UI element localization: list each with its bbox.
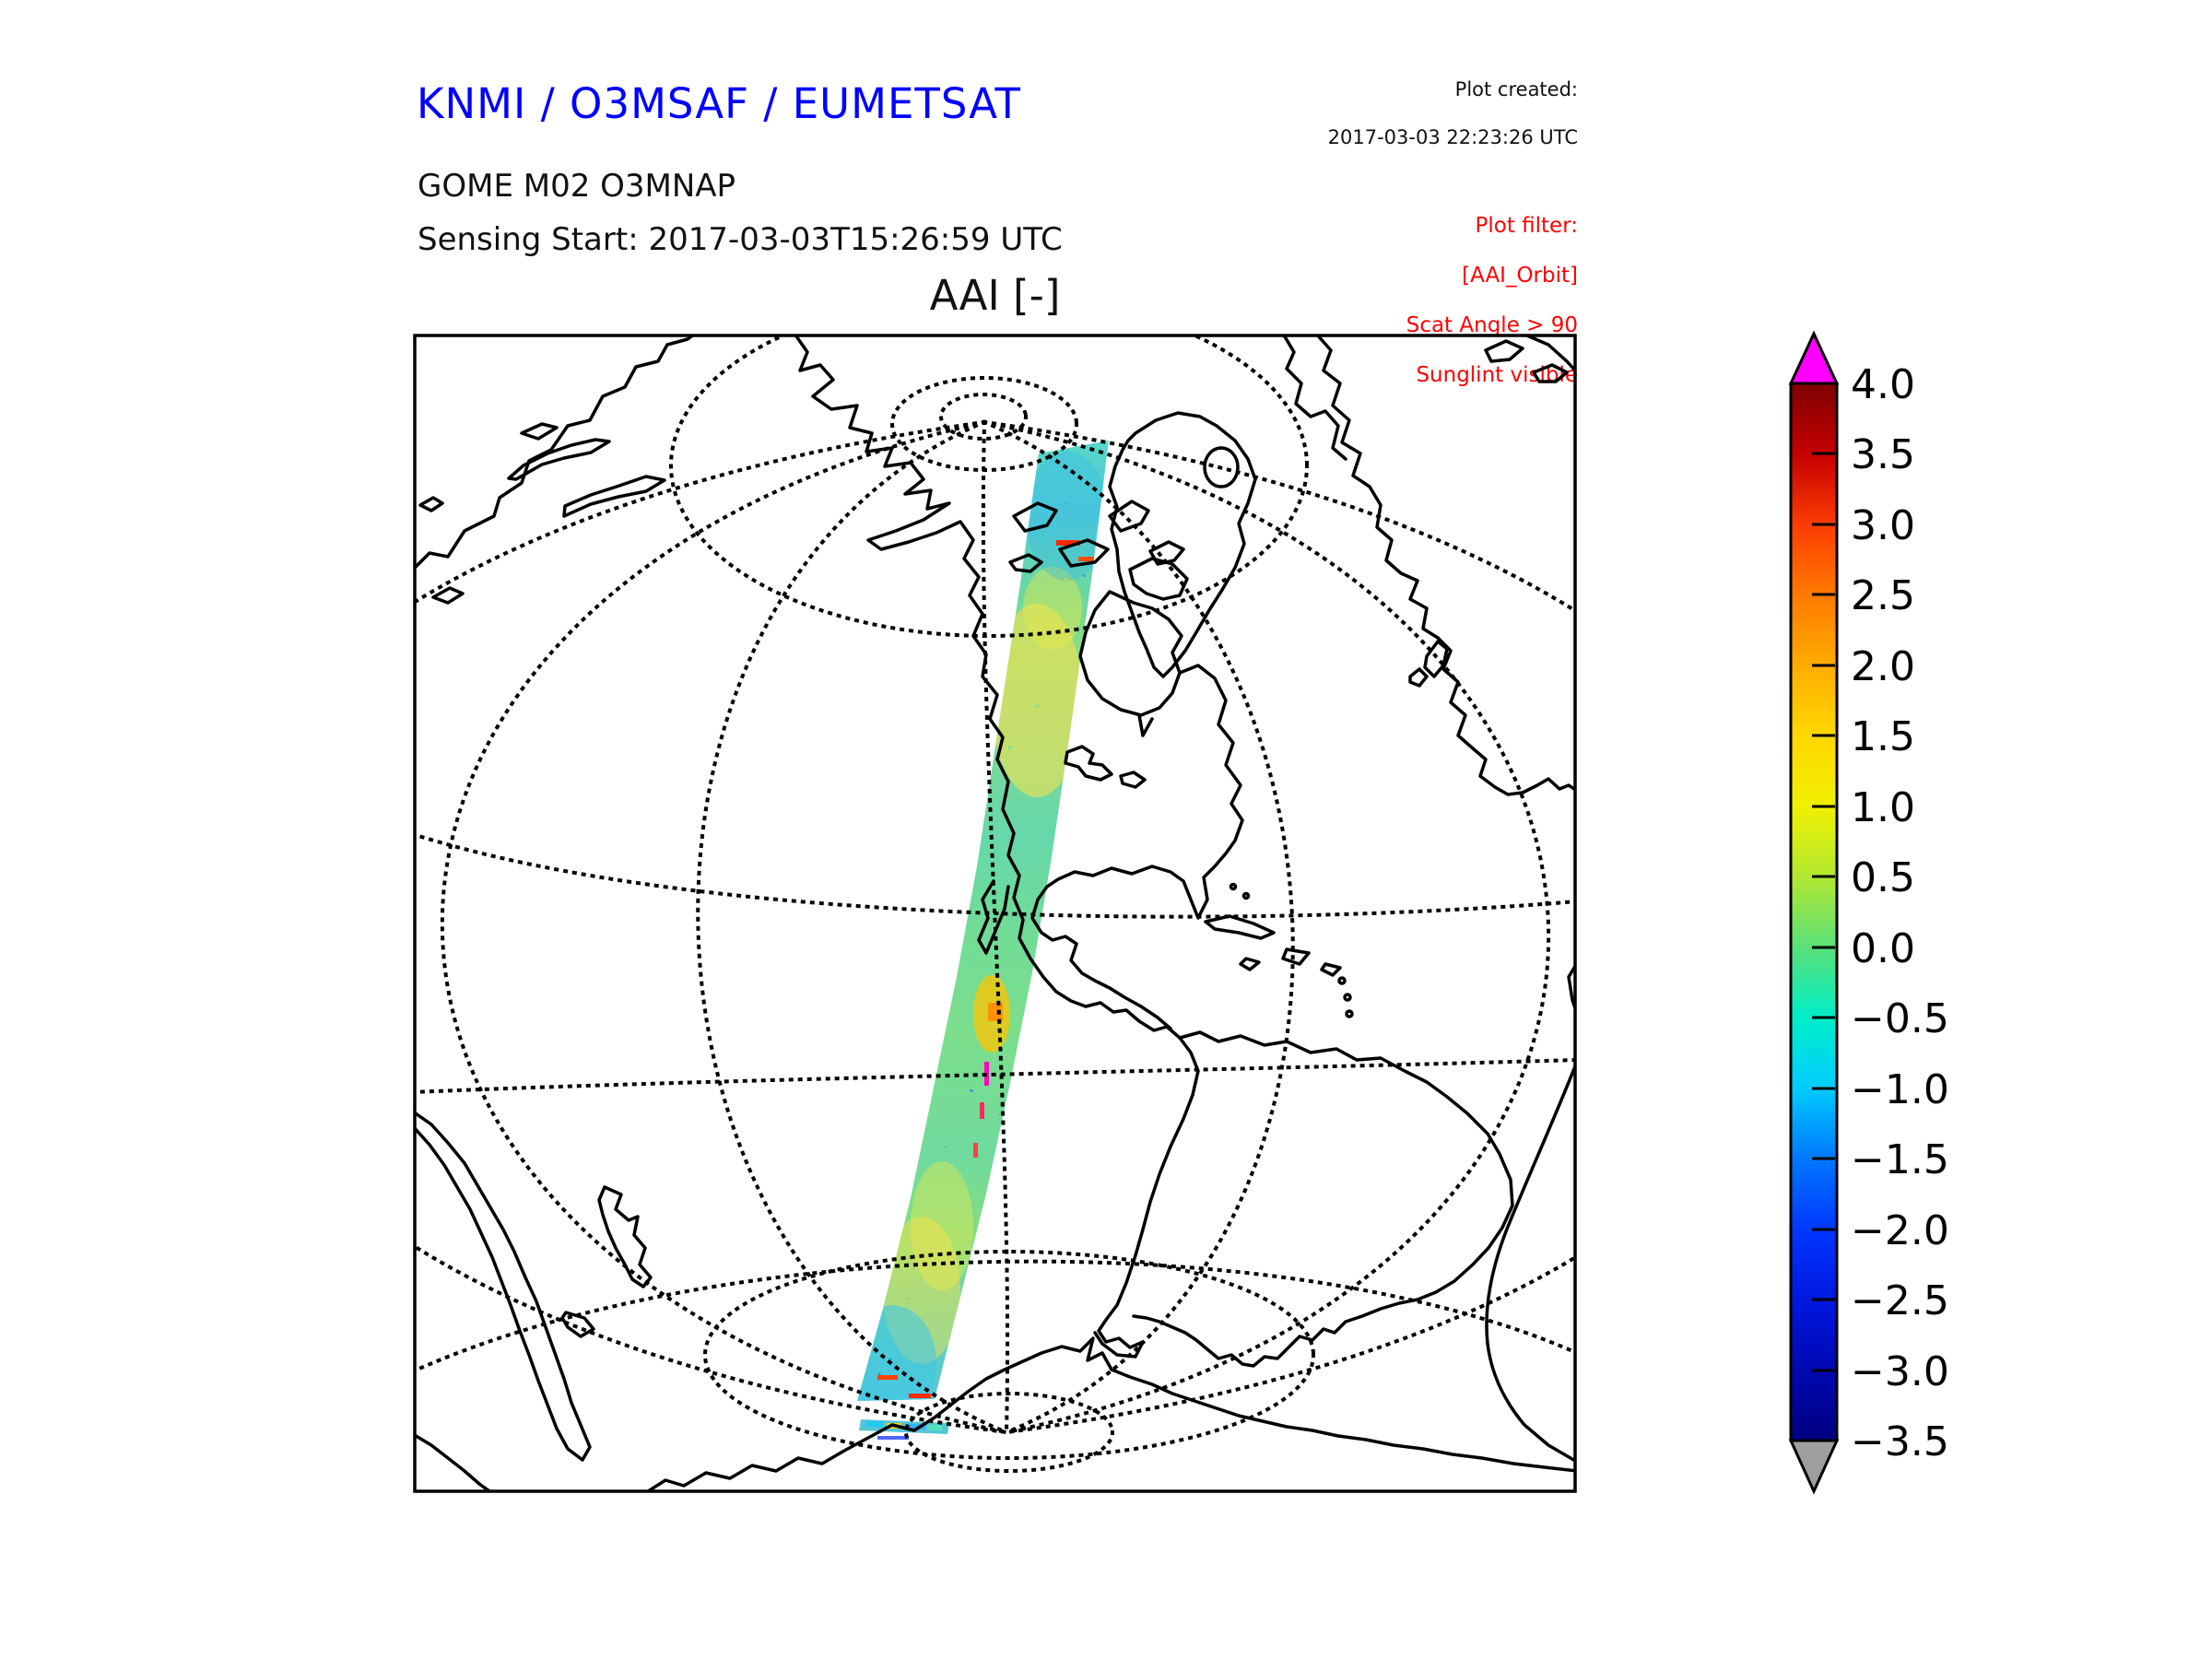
cb-label-2.5: 2.5 (1851, 572, 1915, 619)
graticule-lines (415, 335, 1575, 1473)
graticule-parallel-n60 (669, 335, 1309, 638)
coast-arctic-europe (1282, 335, 1347, 461)
coast-north-america-east (1030, 664, 1244, 1030)
colorbar-gradient-bar (1789, 382, 1839, 1442)
coast-antilles-1 (1337, 976, 1347, 985)
colorbar-over-arrow (1788, 330, 1840, 385)
colorbar-under-arrow (1788, 1439, 1840, 1495)
graticule-meridian-e1 (982, 419, 1295, 1435)
coast-south-america-east (1132, 1030, 1514, 1368)
coast-tasmania (415, 1433, 493, 1491)
cb-label--3.5: −3.5 (1851, 1418, 1949, 1465)
graticule-parallel-s30 (415, 1259, 1575, 1373)
cb-label-3.5: 3.5 (1851, 431, 1915, 478)
cb-label-0.5: 0.5 (1851, 854, 1915, 901)
cb-label--1.0: −1.0 (1851, 1066, 1949, 1113)
cb-label-2.0: 2.0 (1851, 643, 1915, 690)
page-title: KNMI / O3MSAF / EUMETSAT (417, 79, 1022, 128)
graticule-parallel-n30 (415, 832, 1575, 919)
coastlines (415, 335, 1575, 1491)
coast-bahamas-2 (1241, 891, 1251, 900)
cb-label--2.5: −2.5 (1851, 1277, 1949, 1324)
cb-label-4.0: 4.0 (1851, 361, 1915, 408)
coast-iceland (1203, 446, 1240, 488)
coast-new-zealand-south (560, 1311, 595, 1338)
graticule-parallel-s60 (703, 1250, 1315, 1460)
coast-siberia (415, 335, 696, 571)
coast-arctic-islands (1008, 500, 1189, 601)
plot-title: AAI [-] (929, 271, 1061, 320)
cb-label--0.5: −0.5 (1851, 995, 1949, 1042)
graticule-meridian-w2 (440, 419, 1009, 1435)
cb-label--2.0: −2.0 (1851, 1207, 1949, 1254)
coast-siberia-islands (418, 496, 465, 605)
coast-antilles-2 (1343, 993, 1352, 1002)
filter-line-3: Scat Angle > 90 (1406, 313, 1578, 337)
plot-created-block: Plot created: 2017-03-03 22:23:26 UTC (1303, 77, 1578, 173)
filter-line-1: Plot filter: (1475, 214, 1578, 238)
cb-label-1.0: 1.0 (1851, 784, 1915, 831)
cb-label--1.5: −1.5 (1851, 1136, 1949, 1183)
coast-south-america-west (1093, 1036, 1200, 1359)
coast-aleutians (507, 422, 666, 518)
colorbar: 4.0 3.5 3.0 2.5 2.0 1.5 1.0 0.5 0.0 −0.5… (1788, 330, 1949, 1495)
colorbar-ticks (1812, 382, 1835, 1442)
graticule-meridian-w1 (696, 419, 1009, 1435)
cb-label-1.5: 1.5 (1851, 713, 1915, 760)
coast-baja-california (977, 879, 1010, 955)
graticule-equator (415, 1058, 1575, 1094)
graticule-parallel-n85 (939, 393, 1028, 441)
coast-great-lakes (1064, 745, 1147, 789)
coast-antarctica (644, 1336, 1575, 1491)
coast-antilles-3 (1345, 1009, 1354, 1018)
cb-label-3.0: 3.0 (1851, 502, 1915, 549)
coast-west-africa (1485, 962, 1575, 1463)
coast-greenland (1108, 411, 1257, 678)
filter-line-2: [AAI_Orbit] (1462, 264, 1578, 288)
instrument-line: GOME M02 O3MNAP (418, 168, 736, 205)
coast-australia (415, 1111, 592, 1462)
coast-scandinavia (1315, 335, 1440, 640)
map-frame (413, 334, 1577, 1493)
coast-central-america (1084, 1001, 1182, 1040)
sensing-start-line: Sensing Start: 2017-03-03T15:26:59 UTC (418, 221, 1063, 258)
plot-created-label: Plot created: (1454, 78, 1578, 100)
coast-europe-iberia (1436, 636, 1575, 796)
coast-north-america-west (794, 335, 1088, 1008)
coast-bahamas-1 (1229, 882, 1238, 891)
coast-new-zealand-north (597, 1185, 653, 1288)
graticule-parallel-s80 (904, 1392, 1114, 1473)
cb-label-0.0: 0.0 (1851, 925, 1915, 972)
map-panel (413, 334, 1577, 1493)
coast-caribbean-islands (1204, 914, 1342, 977)
coast-svalbard (1484, 335, 1575, 383)
coast-hudson-bay (1078, 590, 1183, 737)
graticule-meridian-w3 (415, 419, 1009, 1435)
cb-label--3.0: −3.0 (1851, 1348, 1949, 1395)
plot-created-value: 2017-03-03 22:23:26 UTC (1327, 126, 1578, 148)
colorbar-tick-labels: 4.0 3.5 3.0 2.5 2.0 1.5 1.0 0.5 0.0 −0.5… (1851, 361, 1949, 1465)
